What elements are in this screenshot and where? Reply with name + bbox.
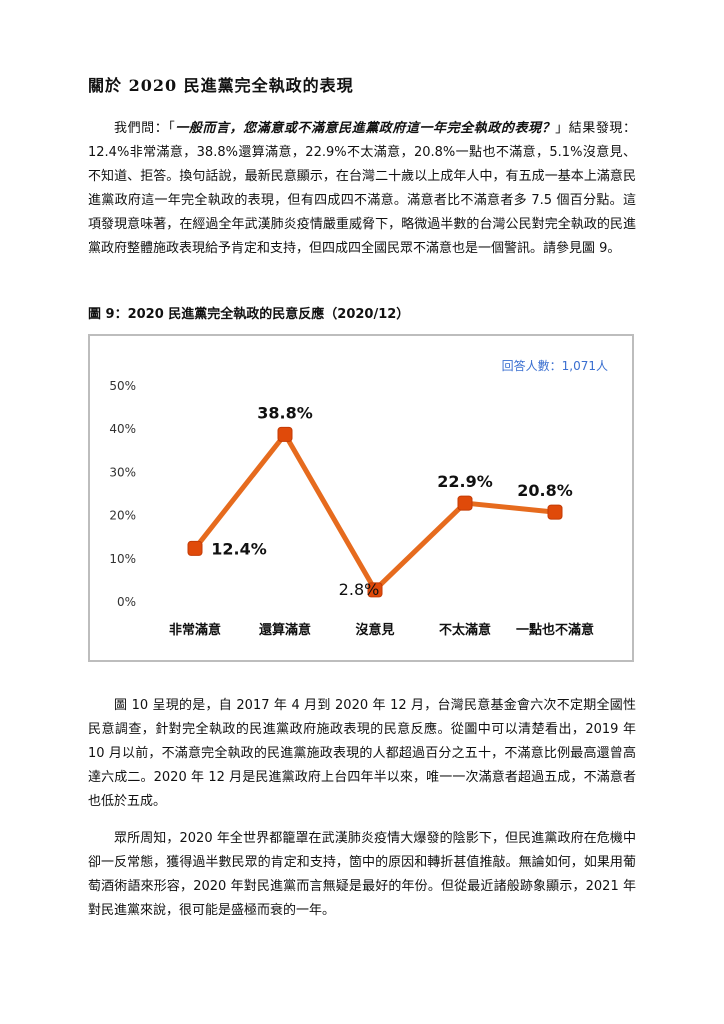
x-category-label: 沒意見: [355, 622, 394, 638]
data-label: 38.8%: [257, 403, 313, 422]
y-tick-label: 20%: [109, 509, 136, 523]
y-tick-label: 50%: [109, 379, 136, 393]
data-point-marker: [457, 495, 473, 511]
data-label: 20.8%: [517, 481, 573, 500]
line-chart: 回答人數：1,071人 0% 10% 20% 30% 40% 50% 非常滿意 還算滿意 沒意…: [109, 358, 608, 638]
y-tick-label: 40%: [109, 422, 136, 436]
chart-frame: 回答人數：1,071人 0% 10% 20% 30% 40% 50% 非常滿意 還算滿意 沒意…: [88, 334, 634, 662]
y-tick-label: 30%: [109, 465, 136, 479]
x-category-label: 一點也不滿意: [516, 622, 594, 638]
data-point-marker: [367, 582, 383, 598]
data-point-marker: [277, 426, 293, 442]
data-label: 2.8%: [339, 580, 380, 599]
paragraph-1: 我們問：「一般而言，您滿意或不滿意民進黨政府這一年完全執政的表現？」結果發現：1…: [88, 117, 636, 261]
data-label: 22.9%: [437, 472, 493, 491]
paragraph-1-rest: 」結果發現：12.4%非常滿意，38.8%還算滿意，22.9%不太滿意，20.8…: [88, 121, 636, 256]
data-label: 12.4%: [211, 539, 267, 558]
x-category-label: 非常滿意: [169, 622, 221, 638]
respondents-count: 回答人數：1,071人: [502, 358, 608, 373]
x-category-label: 不太滿意: [439, 622, 491, 638]
section-heading: 關於 2020 民進黨完全執政的表現: [88, 76, 354, 95]
paragraph-1-lead: 我們問：「: [114, 121, 176, 136]
paragraph-3: 眾所周知，2020 年全世界都籠罩在武漢肺炎疫情大爆發的陰影下，但民進黨政府在危…: [88, 831, 636, 918]
survey-question: 一般而言，您滿意或不滿意民進黨政府這一年完全執政的表現？: [175, 121, 556, 136]
y-tick-label: 0%: [117, 595, 136, 609]
series-line: [193, 431, 556, 593]
data-point-marker: [187, 540, 203, 556]
data-point-marker: [547, 504, 563, 520]
figure-title: 圖 9：2020 民進黨完全執政的民意反應（2020/12）: [88, 307, 410, 322]
x-category-label: 還算滿意: [259, 622, 311, 638]
y-tick-label: 10%: [109, 552, 136, 566]
paragraph-2: 圖 10 呈現的是，自 2017 年 4 月到 2020 年 12 月，台灣民意…: [88, 698, 636, 809]
